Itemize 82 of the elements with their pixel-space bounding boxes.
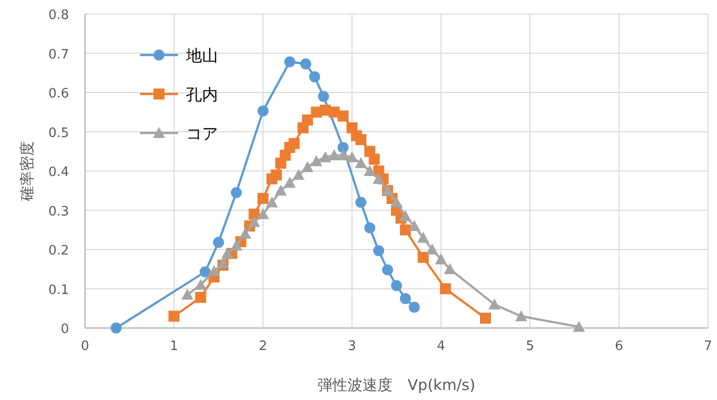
point — [418, 252, 429, 263]
point — [292, 168, 305, 180]
point — [368, 154, 380, 165]
point — [319, 151, 332, 162]
point — [480, 312, 491, 324]
point — [248, 216, 260, 228]
x-tick-label: 0 — [80, 339, 90, 354]
point — [399, 210, 412, 222]
point — [408, 302, 420, 313]
point — [364, 165, 376, 176]
point — [284, 176, 296, 188]
point — [302, 161, 314, 172]
point — [288, 138, 300, 150]
point — [337, 149, 350, 160]
y-tick-label: 0.5 — [48, 126, 69, 141]
point — [221, 247, 234, 258]
point — [444, 263, 456, 274]
point — [426, 244, 438, 254]
point — [355, 196, 366, 208]
point — [216, 257, 229, 268]
point — [230, 187, 242, 198]
point — [372, 172, 385, 184]
point — [230, 240, 242, 251]
point — [338, 110, 349, 122]
y-tick-label: 0.7 — [48, 47, 69, 62]
point — [181, 288, 194, 300]
point — [373, 245, 384, 256]
legend-label: 地山 — [185, 46, 218, 65]
point — [318, 90, 330, 102]
y-tick-label: 0.6 — [48, 86, 69, 102]
point — [408, 220, 420, 231]
y-tick-label: 0.8 — [48, 8, 69, 23]
y-axis-title: 確率密度 — [18, 141, 36, 202]
y-tick-label: 0.2 — [48, 244, 69, 258]
point — [208, 265, 220, 276]
point — [194, 278, 207, 290]
point — [266, 196, 278, 208]
x-tick-label: 4 — [436, 339, 446, 354]
y-tick-label: 0.1 — [48, 282, 69, 298]
point — [364, 222, 376, 234]
point — [328, 149, 340, 160]
x-tick-label: 6 — [614, 339, 624, 354]
point — [572, 320, 585, 332]
point — [195, 292, 206, 303]
point — [488, 298, 500, 310]
point — [515, 310, 528, 322]
point — [110, 322, 122, 334]
point — [257, 208, 269, 220]
point — [239, 228, 252, 239]
legend-label: コア — [186, 124, 218, 143]
point — [274, 184, 287, 196]
point — [440, 283, 451, 294]
y-tick-label: 0.3 — [48, 204, 69, 220]
x-tick-label: 3 — [348, 339, 356, 354]
point — [354, 157, 367, 168]
point — [400, 293, 411, 304]
point — [400, 224, 411, 236]
point — [435, 253, 447, 264]
y-tick-label: 0 — [60, 322, 69, 337]
point — [300, 58, 312, 70]
point — [200, 266, 211, 278]
point — [309, 71, 320, 82]
point — [391, 280, 402, 292]
point — [168, 310, 180, 322]
x-axis-title: 弾性波速度 Vp(km/s) — [318, 376, 476, 394]
x-tick-label: 7 — [704, 339, 712, 354]
legend-label: 孔内 — [186, 85, 218, 104]
point — [258, 192, 268, 204]
point — [390, 196, 402, 208]
point — [310, 155, 322, 166]
point — [417, 232, 430, 243]
point — [302, 114, 313, 126]
y-tick-label: 0.4 — [48, 165, 69, 180]
x-tick-label: 5 — [526, 339, 534, 354]
point — [346, 151, 358, 162]
point — [213, 236, 224, 248]
point — [338, 142, 349, 153]
point — [382, 264, 394, 276]
point — [258, 105, 268, 116]
x-tick-label: 2 — [258, 339, 268, 354]
point — [284, 56, 296, 68]
x-tick-label: 1 — [170, 339, 178, 354]
